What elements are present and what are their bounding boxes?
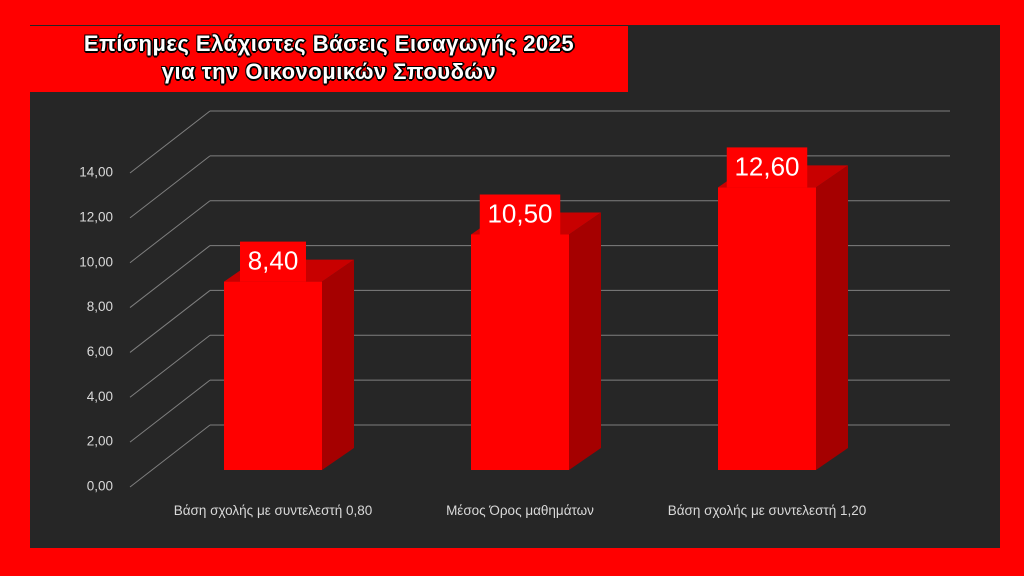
bar-front xyxy=(224,281,322,470)
y-tick-label: 0,00 xyxy=(87,479,113,494)
value-label: 12,60 xyxy=(734,151,799,181)
grid-line-side xyxy=(129,379,211,443)
bar-front xyxy=(718,187,816,470)
value-label-box xyxy=(726,147,808,188)
bar-side xyxy=(569,212,601,470)
y-tick-label: 14,00 xyxy=(79,165,113,180)
grid-line-side xyxy=(129,334,211,398)
value-label: 8,40 xyxy=(248,245,299,275)
value-label-box xyxy=(240,241,306,282)
grid-line-side xyxy=(129,424,211,488)
y-tick-label: 12,00 xyxy=(79,209,113,224)
grid-line-side xyxy=(129,110,211,174)
grid-line-side xyxy=(129,155,211,219)
chart-title: Επίσημες Ελάχιστες Βάσεις Εισαγωγής 2025… xyxy=(30,26,628,92)
bar-side xyxy=(816,165,848,470)
y-tick-label: 4,00 xyxy=(87,389,113,404)
grid-line xyxy=(129,155,950,219)
y-tick-label: 2,00 xyxy=(87,434,113,449)
grid-line xyxy=(129,110,950,174)
title-line: Επίσημες Ελάχιστες Βάσεις Εισαγωγής 2025 xyxy=(83,31,575,56)
y-tick-label: 8,00 xyxy=(87,299,113,314)
bar xyxy=(718,165,848,470)
grid-line-side xyxy=(129,200,211,264)
grid-line-side xyxy=(129,290,211,353)
bar xyxy=(224,259,354,470)
value-label-box xyxy=(479,194,561,235)
y-tick-label: 10,00 xyxy=(79,254,113,269)
bar-side xyxy=(322,259,354,470)
bar xyxy=(471,212,601,470)
x-tick-label: Μέσος Όρος μαθημάτων xyxy=(446,503,594,518)
grid-line-side xyxy=(129,245,211,308)
title-line: για την Οικονομικών Σπουδών xyxy=(161,59,497,84)
bar-front xyxy=(471,234,569,470)
x-tick-label: Βάση σχολής με συντελεστή 0,80 xyxy=(173,503,373,518)
x-tick-label: Βάση σχολής με συντελεστή 1,20 xyxy=(667,503,867,518)
value-label: 10,50 xyxy=(487,198,552,228)
y-tick-label: 6,00 xyxy=(87,344,113,359)
